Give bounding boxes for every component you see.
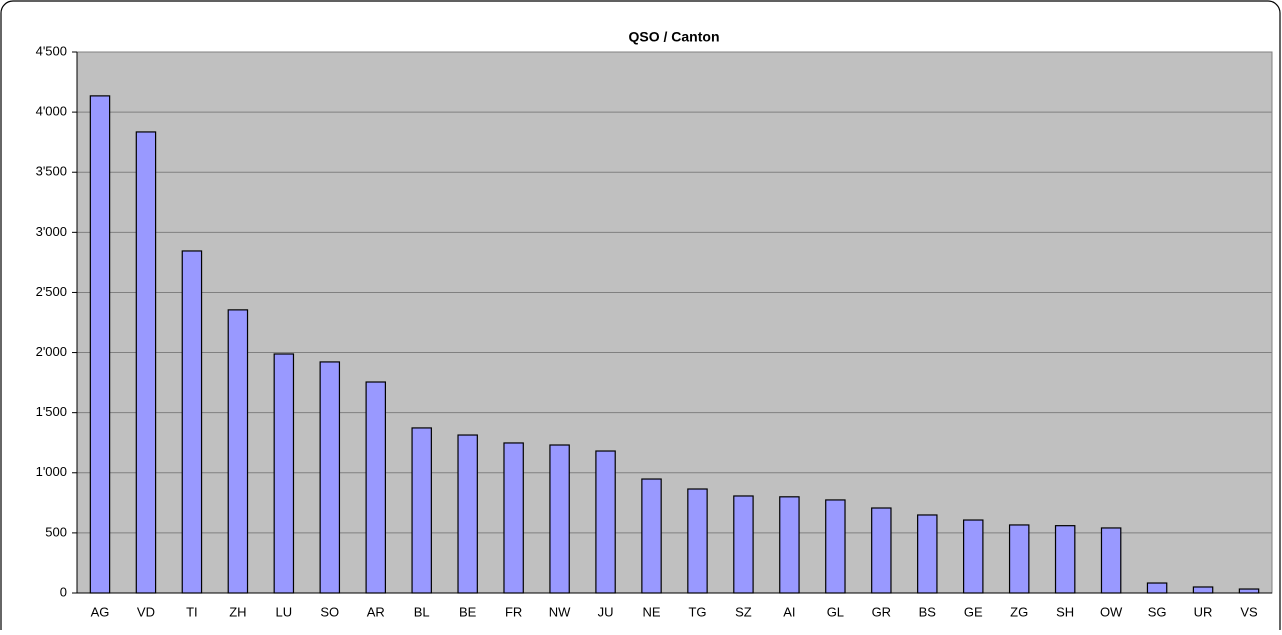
y-tick-label: 3'500	[36, 164, 67, 179]
x-tick-label: GE	[964, 604, 983, 619]
bar	[411, 427, 432, 594]
bar	[457, 434, 478, 594]
x-tick-label: SG	[1148, 604, 1167, 619]
bar	[779, 496, 800, 594]
chart-title: QSO / Canton	[629, 29, 720, 45]
bar	[1146, 582, 1168, 594]
bar	[135, 131, 157, 594]
x-tick-label: SZ	[735, 604, 752, 619]
y-tick-label: 4'500	[36, 43, 67, 58]
bar	[1238, 588, 1260, 594]
bar	[503, 442, 524, 594]
x-tick-label: TG	[688, 604, 706, 619]
bar	[917, 514, 938, 594]
bar	[595, 450, 616, 594]
y-tick-label: 4'000	[36, 104, 67, 119]
x-tick-label: VD	[137, 604, 155, 619]
bar	[1100, 527, 1122, 594]
bar	[825, 499, 846, 594]
bar	[549, 444, 570, 594]
x-tick-label: OW	[1100, 604, 1123, 619]
x-tick-label: LU	[276, 604, 293, 619]
x-tick-label: NW	[549, 604, 571, 619]
bar	[641, 478, 662, 594]
x-tick-label: TI	[186, 604, 198, 619]
y-tick-label: 2'000	[36, 344, 67, 359]
y-tick-label: 3'000	[36, 224, 67, 239]
bar	[273, 353, 295, 594]
bar	[1008, 524, 1030, 594]
x-tick-label: SO	[320, 604, 339, 619]
bar	[1192, 586, 1214, 594]
y-tick-label: 2'500	[36, 284, 67, 299]
bar	[962, 519, 984, 594]
x-tick-label: BE	[459, 604, 477, 619]
bar	[871, 507, 892, 594]
bar	[181, 250, 203, 594]
x-tick-label: BS	[919, 604, 937, 619]
x-tick-label: BL	[414, 604, 430, 619]
x-tick-label: AR	[367, 604, 385, 619]
bar	[687, 488, 708, 594]
plot-area	[76, 51, 1273, 594]
bar	[733, 495, 754, 594]
y-tick-label: 0	[60, 584, 67, 599]
y-tick-label: 500	[45, 524, 67, 539]
x-tick-label: FR	[505, 604, 522, 619]
bar	[365, 381, 387, 594]
bar	[1054, 525, 1076, 594]
y-tick-label: 1'500	[36, 404, 67, 419]
y-tick-label: 1'000	[36, 464, 67, 479]
x-tick-label: GR	[872, 604, 892, 619]
bar	[89, 95, 111, 594]
x-tick-label: VS	[1240, 604, 1258, 619]
x-tick-label: JU	[598, 604, 614, 619]
x-tick-label: SH	[1056, 604, 1074, 619]
x-tick-label: UR	[1194, 604, 1213, 619]
bar	[227, 309, 249, 594]
x-tick-label: NE	[642, 604, 660, 619]
x-tick-label: GL	[827, 604, 844, 619]
x-tick-label: ZH	[229, 604, 246, 619]
x-tick-label: AI	[783, 604, 795, 619]
x-tick-label: ZG	[1010, 604, 1028, 619]
x-tick-label: AG	[91, 604, 110, 619]
bar	[319, 361, 341, 594]
